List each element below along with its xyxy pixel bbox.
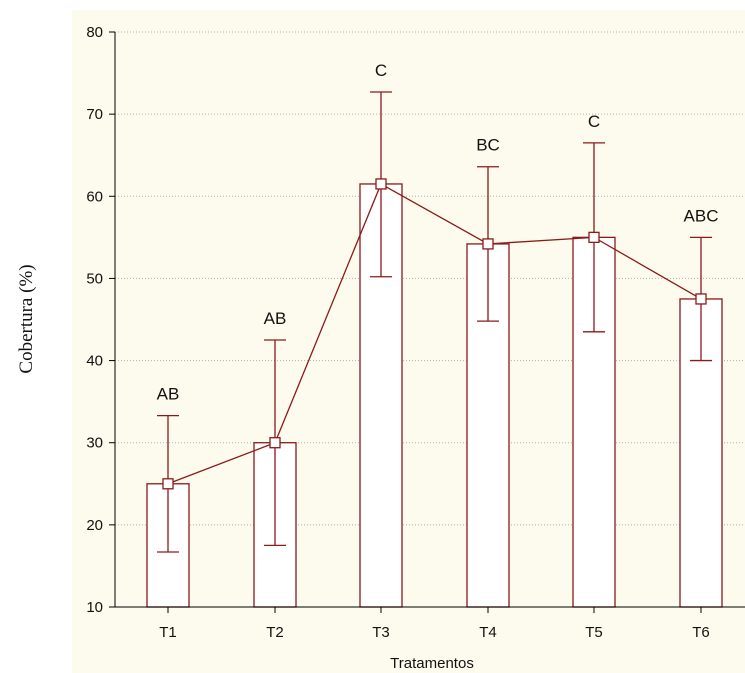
significance-label-t6: ABC bbox=[684, 206, 719, 225]
mean-marker-t4 bbox=[482, 238, 494, 250]
y-tick-label: 30 bbox=[86, 435, 103, 452]
mean-marker-t1 bbox=[162, 478, 174, 490]
y-axis-label: Cobertura (%) bbox=[16, 264, 37, 373]
mean-connecting-line bbox=[167, 183, 702, 485]
mean-marker-t2 bbox=[269, 437, 281, 449]
x-tick-label: T3 bbox=[372, 624, 390, 641]
y-tick-label: 50 bbox=[86, 270, 103, 287]
x-tick-label: T4 bbox=[479, 624, 497, 641]
significance-label-t2: AB bbox=[264, 309, 287, 328]
significance-label-t3: C bbox=[375, 61, 387, 80]
y-tick-label: 10 bbox=[86, 599, 103, 616]
mean-markers bbox=[162, 178, 707, 490]
y-tick-label: 40 bbox=[86, 353, 103, 370]
y-tick-label: 60 bbox=[86, 188, 103, 205]
x-tick-label: T1 bbox=[159, 624, 177, 641]
y-tick-label: 80 bbox=[86, 24, 103, 41]
mean-marker-t3 bbox=[375, 178, 387, 190]
mean-marker-t5 bbox=[588, 231, 600, 244]
x-tick-label: T2 bbox=[266, 624, 284, 641]
gridlines bbox=[115, 31, 745, 526]
mean-marker-t6 bbox=[695, 293, 707, 305]
y-tick-label: 70 bbox=[86, 106, 103, 123]
significance-label-t4: BC bbox=[476, 136, 500, 155]
x-tick-label: T6 bbox=[692, 624, 710, 641]
y-tick-label: 20 bbox=[86, 517, 103, 534]
y-ticks: 10 20 30 40 50 60 70 80 bbox=[86, 24, 115, 616]
x-axis-label: Tratamentos bbox=[390, 655, 474, 672]
significance-label-t5: C bbox=[588, 112, 600, 131]
x-ticks: T1 T2 T3 T4 T5 T6 bbox=[159, 607, 710, 641]
x-tick-label: T5 bbox=[585, 624, 603, 641]
significance-label-t1: AB bbox=[157, 385, 180, 404]
